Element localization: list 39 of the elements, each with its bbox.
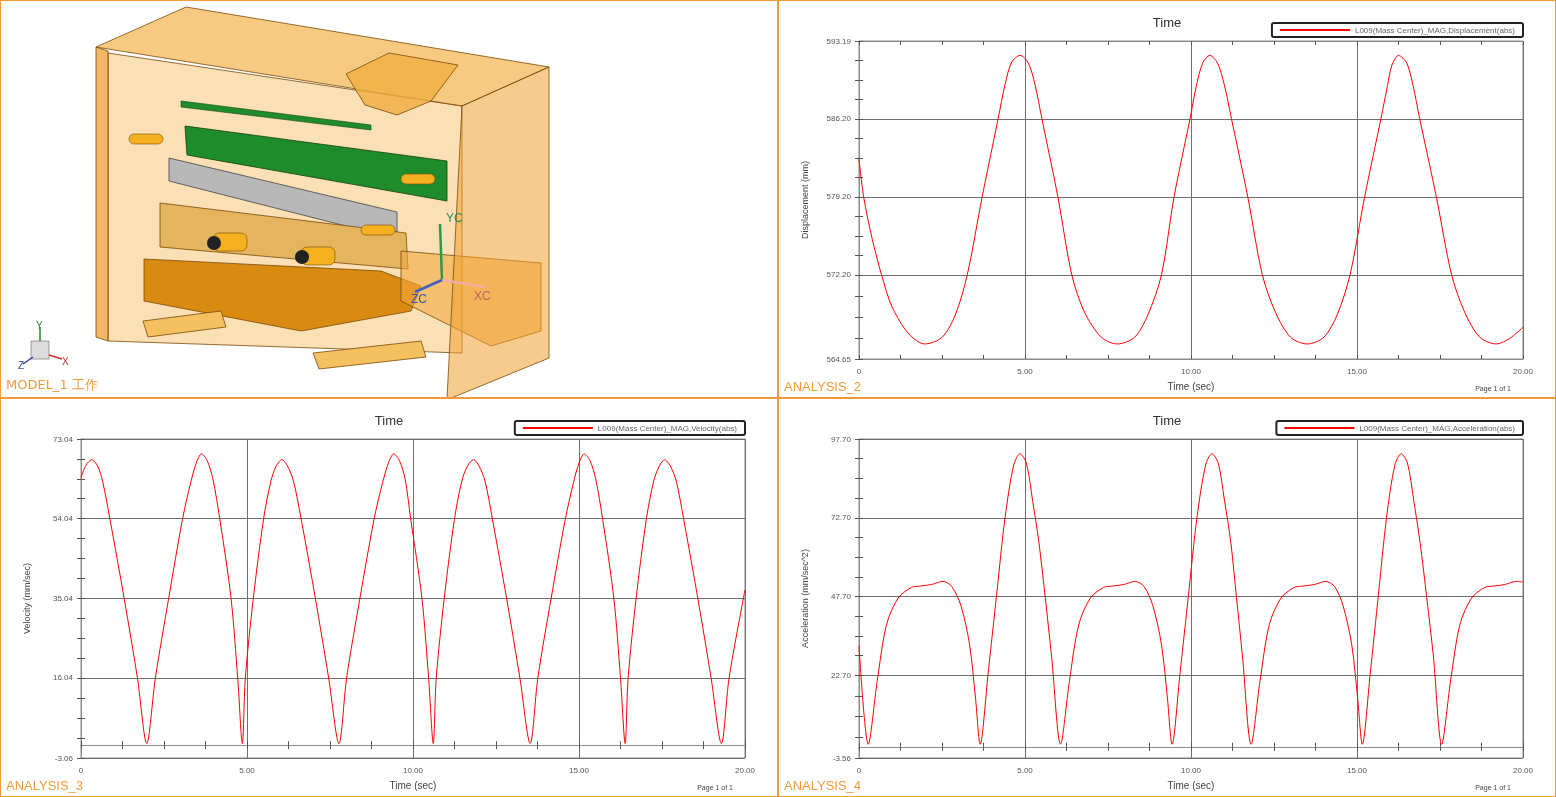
text: ANALYSIS_4 xyxy=(784,778,862,793)
x-axis-title: Time (sec) xyxy=(389,779,437,791)
y-axis-title: Velocity (mm/sec) xyxy=(21,562,32,635)
text: XC xyxy=(474,289,491,303)
text: MODEL_1 工作 xyxy=(6,376,98,394)
text: X xyxy=(62,356,69,367)
x-tick-label: 15.00 xyxy=(1346,765,1368,775)
x-tick-label: 20.00 xyxy=(734,765,756,775)
text: Z xyxy=(18,360,25,371)
y-tick-label: 16.04 xyxy=(52,673,74,683)
text: L009(Mass Center)_MAG,Velocity(abs) xyxy=(597,423,738,433)
line-series xyxy=(80,453,746,744)
chart-title: Time xyxy=(1152,413,1182,428)
x-axis-title: Time (sec) xyxy=(1167,779,1215,791)
text: Y xyxy=(36,320,43,331)
x-tick-label: 5.00 xyxy=(239,765,256,775)
line-series xyxy=(858,453,1524,745)
x-tick-label: 5.00 xyxy=(1017,765,1034,775)
x-tick-label: 20.00 xyxy=(1512,765,1534,775)
y-tick-label: 97.70 xyxy=(830,434,852,444)
x-tick-label: 10.00 xyxy=(402,765,424,775)
x-tick-label: 10.00 xyxy=(1180,765,1202,775)
y-tick-label: 35.04 xyxy=(52,593,74,603)
y-tick-label: 22.70 xyxy=(830,670,852,680)
text: ZC xyxy=(411,292,428,306)
text: YC xyxy=(446,211,463,225)
y-tick-label: 73.04 xyxy=(52,434,74,444)
x-tick-label: 0 xyxy=(78,765,84,775)
y-tick-label: 47.70 xyxy=(830,592,852,602)
x-tick-label: 0 xyxy=(856,765,862,775)
y-tick-label: -3.56 xyxy=(832,753,852,763)
x-tick-label: 15.00 xyxy=(568,765,590,775)
y-tick-label: 54.04 xyxy=(52,514,74,524)
chart-title: Time xyxy=(374,413,404,428)
y-tick-label: 72.70 xyxy=(830,513,852,523)
text: L009(Mass Center)_MAG,Acceleration(abs) xyxy=(1359,423,1516,433)
y-tick-label: -3.06 xyxy=(54,753,74,763)
text: ANALYSIS_3 xyxy=(6,778,84,793)
y-axis-title: Acceleration (mm/sec^2) xyxy=(799,549,810,648)
